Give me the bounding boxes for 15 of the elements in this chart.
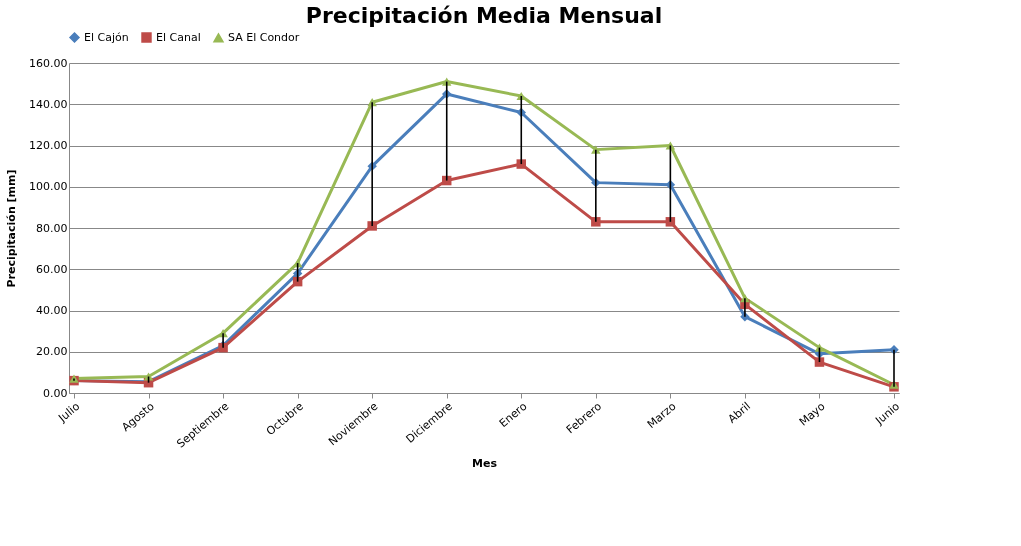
y-tick-label: 40.00 <box>36 304 68 317</box>
y-tick-label: 20.00 <box>36 345 68 359</box>
legend-label: SA El Condor <box>228 30 300 44</box>
legend-label: El Cajón <box>84 30 129 44</box>
y-tick-label: 80.00 <box>36 221 68 235</box>
y-tick-label: 140.00 <box>29 97 68 111</box>
legend-label: El Canal <box>156 30 201 44</box>
y-tick-label: 160.00 <box>29 56 68 70</box>
y-tick-label: 0.00 <box>43 386 68 400</box>
y-axis-title: Precipitación [mm] <box>5 169 19 288</box>
y-tick-label: 120.00 <box>29 139 68 152</box>
x-axis-title: Mes <box>472 456 498 470</box>
y-tick-label: 100.00 <box>29 180 68 194</box>
chart-title: Precipitación Media Mensual <box>305 3 663 28</box>
y-tick-label: 60.00 <box>36 262 68 276</box>
